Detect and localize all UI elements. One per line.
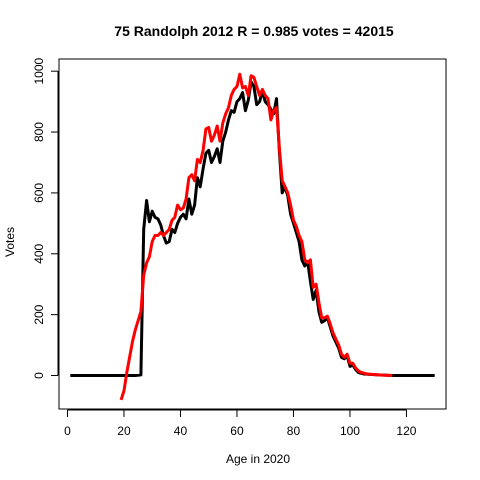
y-axis: 0 200 400 600 800 1000: [32, 58, 59, 379]
x-tick-label: 80: [287, 424, 301, 438]
y-tick-label: 0: [32, 372, 46, 379]
y-tick-label: 1000: [32, 58, 46, 85]
x-tick-label: 20: [117, 424, 131, 438]
x-tick-label: 0: [64, 424, 71, 438]
series-layer: [70, 72, 435, 401]
x-axis-title: Age in 2020: [226, 452, 290, 466]
y-tick-label: 200: [32, 304, 46, 324]
series-line-1: [70, 80, 435, 377]
x-axis: 0 20 40 60 80 100 120: [64, 409, 417, 438]
y-axis-title: Votes: [3, 227, 17, 257]
series-line-2: [119, 72, 393, 401]
y-tick-label: 800: [32, 122, 46, 142]
y-tick-label: 400: [32, 243, 46, 263]
chart-title: 75 Randolph 2012 R = 0.985 votes = 42015: [114, 23, 394, 39]
y-tick-label: 600: [32, 183, 46, 203]
x-tick-label: 120: [396, 424, 416, 438]
x-tick-label: 100: [340, 424, 360, 438]
x-tick-label: 60: [230, 424, 244, 438]
x-tick-label: 40: [174, 424, 188, 438]
plot-area-frame: [58, 58, 447, 410]
